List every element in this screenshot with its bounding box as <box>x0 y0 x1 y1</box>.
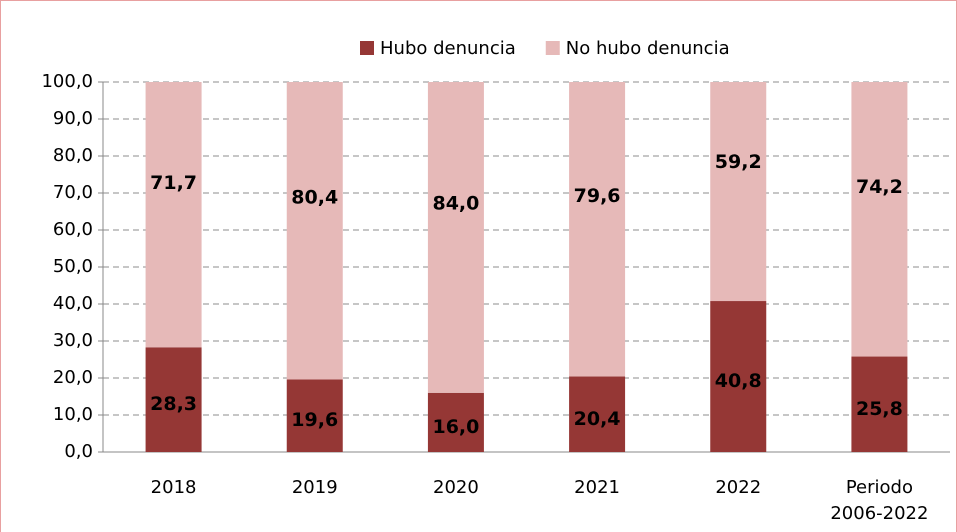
bar-segment <box>710 301 767 452</box>
y-tick-label: 50,0 <box>53 256 93 277</box>
y-tick-label: 100,0 <box>41 71 93 92</box>
legend-swatch <box>545 41 560 55</box>
y-tick-label: 10,0 <box>53 404 93 425</box>
value-label: 84,0 <box>432 192 479 214</box>
x-tick-label: 2019 <box>292 477 338 498</box>
bar-segment <box>851 356 908 452</box>
y-tick-label: 70,0 <box>53 182 93 203</box>
value-label: 80,4 <box>291 186 338 208</box>
value-label: 74,2 <box>856 176 903 198</box>
legend-label: No hubo denuncia <box>566 38 730 59</box>
legend-label: Hubo denuncia <box>380 38 516 59</box>
bar-segment <box>427 82 484 393</box>
bar-segment <box>851 82 908 357</box>
y-tick-label: 20,0 <box>53 367 93 388</box>
value-label: 79,6 <box>574 185 621 207</box>
value-label: 59,2 <box>715 151 762 173</box>
y-tick-label: 40,0 <box>53 293 93 314</box>
y-tick-label: 30,0 <box>53 330 93 351</box>
value-label: 20,4 <box>574 408 621 430</box>
bar-segment <box>145 82 202 348</box>
bar-segment <box>145 347 202 452</box>
value-label: 25,8 <box>856 398 903 420</box>
value-label: 28,3 <box>150 393 197 415</box>
x-tick-label: Periodo 2006-2022 <box>830 477 928 524</box>
y-tick-label: 80,0 <box>53 145 93 166</box>
bar-segment <box>710 82 767 302</box>
value-label: 16,0 <box>432 416 479 438</box>
value-label: 71,7 <box>150 172 197 194</box>
bar-segment <box>569 376 626 452</box>
x-tick-label: 2021 <box>574 477 620 498</box>
bar-segment <box>286 82 343 380</box>
y-tick-label: 60,0 <box>53 219 93 240</box>
value-label: 40,8 <box>715 370 762 392</box>
x-tick-label: 2020 <box>433 477 479 498</box>
bar-segment <box>286 379 343 452</box>
bar-segment <box>427 392 484 452</box>
x-tick-label: 2022 <box>715 477 761 498</box>
y-tick-label: 90,0 <box>53 108 93 129</box>
x-tick-label: 2018 <box>151 477 197 498</box>
value-label: 19,6 <box>291 409 338 431</box>
bar-segment <box>569 82 626 377</box>
y-tick-label: 0,0 <box>64 441 93 462</box>
legend-swatch <box>360 41 374 55</box>
